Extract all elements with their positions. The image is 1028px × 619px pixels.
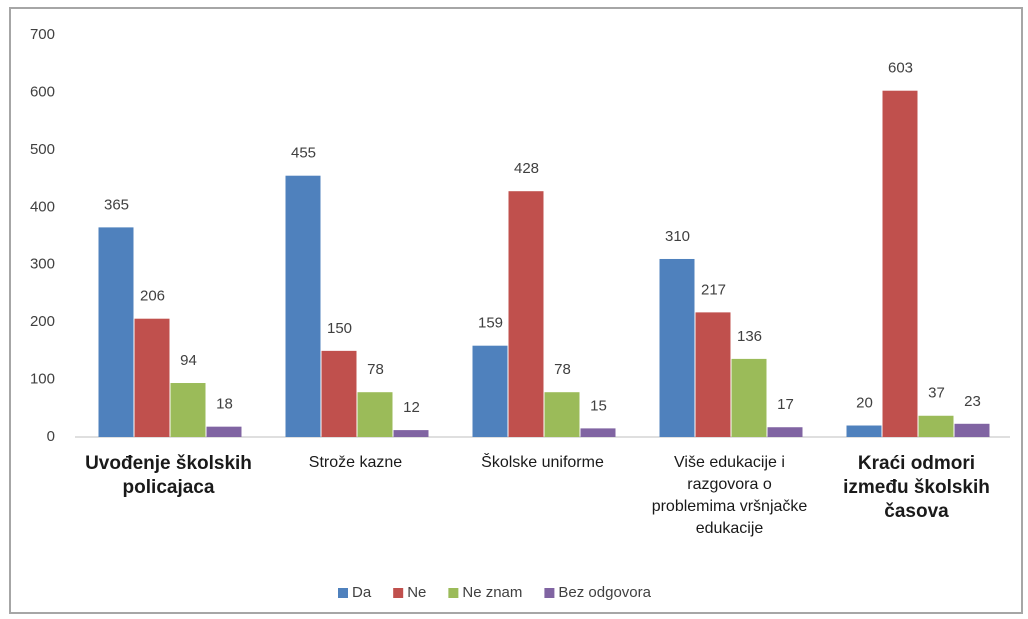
data-label: 455 <box>291 145 316 162</box>
bar <box>846 425 882 437</box>
data-label: 206 <box>140 288 165 305</box>
bar <box>357 392 393 437</box>
bar <box>206 426 242 437</box>
legend-swatch <box>338 588 348 598</box>
bar <box>285 175 321 437</box>
data-label: 37 <box>928 385 945 402</box>
bar <box>508 191 544 437</box>
data-label: 159 <box>478 315 503 332</box>
y-tick-label: 500 <box>30 141 55 158</box>
bar <box>954 423 990 437</box>
legend-label: Da <box>352 584 372 601</box>
data-label: 150 <box>327 320 352 337</box>
y-tick-label: 700 <box>30 26 55 43</box>
bar <box>918 415 954 437</box>
bar <box>472 345 508 437</box>
data-label: 15 <box>590 397 607 414</box>
data-label: 217 <box>701 281 726 298</box>
data-label: 310 <box>665 228 690 245</box>
bar <box>393 430 429 437</box>
y-tick-label: 300 <box>30 256 55 273</box>
legend-swatch <box>448 588 459 598</box>
data-label: 136 <box>737 328 762 345</box>
bar <box>98 227 134 437</box>
bar <box>580 428 616 437</box>
bar <box>695 312 731 437</box>
data-label: 94 <box>180 352 197 369</box>
x-tick-label: Kraći odmori između školskih časova <box>843 453 990 522</box>
legend-label: Ne znam <box>462 584 522 601</box>
data-label: 18 <box>216 396 233 413</box>
bar <box>731 358 767 437</box>
x-tick-label: Školske uniforme <box>481 454 604 471</box>
bar <box>882 90 918 437</box>
data-label: 365 <box>104 196 129 213</box>
data-label: 17 <box>777 396 794 413</box>
data-label: 20 <box>856 394 873 411</box>
data-label: 78 <box>367 361 384 378</box>
y-tick-label: 100 <box>30 371 55 388</box>
frame <box>9 7 1023 614</box>
legend-swatch <box>544 588 555 598</box>
bar <box>544 392 580 437</box>
legend-label: Ne <box>407 584 426 601</box>
data-label: 12 <box>403 399 420 416</box>
y-tick-label: 400 <box>30 198 55 215</box>
legend-label: Bez odgovora <box>558 584 651 601</box>
data-label: 23 <box>964 393 981 410</box>
bar <box>170 383 206 437</box>
y-tick-label: 0 <box>47 428 55 445</box>
y-tick-label: 200 <box>30 313 55 330</box>
data-label: 78 <box>554 361 571 378</box>
bar <box>659 258 695 437</box>
data-label: 603 <box>888 60 913 77</box>
y-tick-label: 600 <box>30 83 55 100</box>
x-tick-label: Strože kazne <box>308 454 403 471</box>
bar <box>134 318 170 437</box>
legend-swatch <box>393 588 404 598</box>
x-tick-label: Uvođenje školskih policajaca <box>85 453 252 498</box>
bar <box>321 350 357 437</box>
x-tick-label: Više edukacije i razgovora o problemima … <box>651 454 808 537</box>
data-label: 428 <box>514 160 539 177</box>
bar <box>767 427 803 437</box>
